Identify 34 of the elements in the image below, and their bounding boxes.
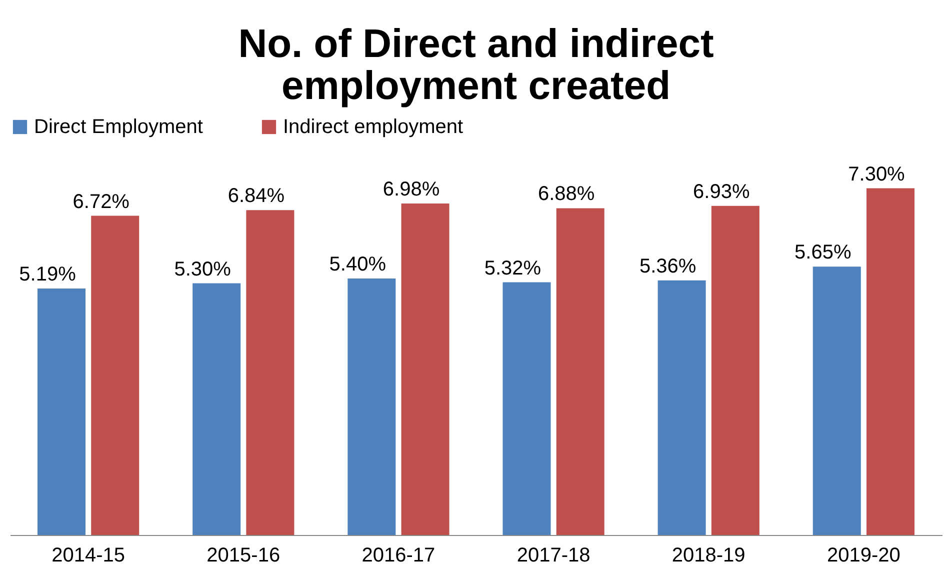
bar — [348, 278, 396, 535]
data-label: 6.88% — [538, 183, 595, 206]
bar — [246, 210, 294, 535]
bar — [812, 266, 861, 535]
bar — [401, 203, 450, 535]
legend-label: Indirect employment — [283, 116, 464, 138]
x-tick-label: 2015-16 — [206, 544, 280, 566]
text: employment created — [281, 64, 671, 108]
bar — [711, 206, 760, 535]
data-label: 5.19% — [19, 263, 76, 286]
data-label: 5.40% — [329, 254, 386, 276]
bar — [866, 188, 914, 535]
data-label: 5.30% — [174, 258, 232, 280]
data-label: 6.72% — [72, 190, 130, 213]
data-label: 7.30% — [848, 163, 906, 186]
text: No. of Direct and indirect — [238, 22, 714, 66]
x-tick-label: 2019-20 — [826, 544, 900, 566]
data-label: 5.65% — [794, 242, 852, 264]
data-label: 6.98% — [382, 178, 440, 200]
data-label: 5.32% — [484, 257, 542, 280]
data-label: 6.93% — [693, 180, 750, 203]
legend-label: Direct Employment — [34, 116, 204, 138]
data-label: 5.36% — [639, 255, 696, 278]
x-tick-label: 2016-17 — [362, 544, 436, 566]
bar — [502, 282, 551, 535]
bar — [91, 216, 140, 535]
bar — [192, 283, 241, 535]
bar — [658, 280, 706, 535]
x-tick-label: 2018-19 — [672, 544, 746, 566]
bar — [556, 208, 604, 535]
bar — [38, 288, 86, 535]
data-label: 6.84% — [228, 185, 285, 208]
x-tick-label: 2014-15 — [52, 544, 126, 566]
x-tick-label: 2017-18 — [516, 544, 590, 566]
